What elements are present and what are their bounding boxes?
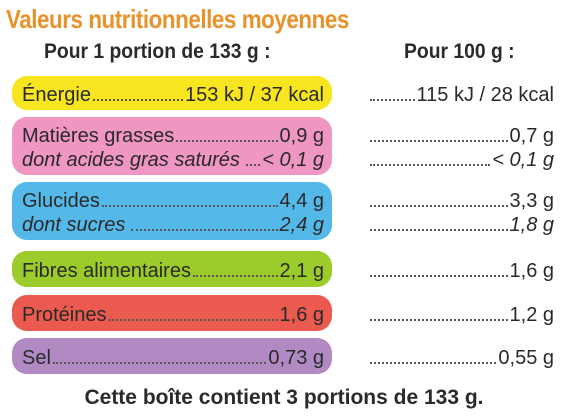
carbs-pill: Glucides 4,4 g dont sucres 2,4 g [12,182,332,240]
salt-100g-row: 0,55 g [368,344,554,368]
page-title: Valeurs nutritionnelles moyennes [6,4,349,34]
dot-leader [52,362,267,364]
dot-leader [245,164,261,166]
saturated-fat-100g-value: < 0,1 g [492,149,554,171]
energy-pill: Énergie 153 kJ / 37 kcal [12,76,332,110]
dot-leader [101,205,278,207]
dot-leader [92,99,184,101]
carbs-100g-rows: 3,3 g 1,8 g [368,187,554,235]
protein-label: Protéines [22,304,107,326]
portions-note: Cette boîte contient 3 portions de 133 g… [84,386,484,409]
fat-portion-value: 0,9 g [279,125,324,147]
dot-leader [131,229,278,231]
salt-pill: Sel 0,73 g [12,338,332,374]
fiber-label: Fibres alimentaires [22,260,191,282]
energy-label: Énergie [22,84,91,106]
protein-pill: Protéines 1,6 g [12,295,332,331]
saturated-fat-portion-value: < 0,1 g [262,149,324,171]
dot-leader [176,140,278,142]
column-header-100g: Pour 100 g : [404,40,515,63]
sugars-100g-value: 1,8 g [509,214,554,236]
dot-leader [370,140,508,142]
dot-leader [370,275,508,277]
carbs-label: Glucides [22,190,100,212]
energy-100g-row: 115 kJ / 28 kcal [368,81,554,105]
dot-leader [192,275,278,277]
fiber-100g-value: 1,6 g [509,260,554,282]
carbs-100g-value: 3,3 g [509,190,554,212]
salt-label: Sel [22,347,51,369]
sugars-portion-value: 2,4 g [279,214,324,236]
fiber-portion-value: 2,1 g [279,260,324,282]
column-header-portion: Pour 1 portion de 133 g : [44,40,271,63]
protein-100g-value: 1,2 g [509,304,554,326]
dot-leader [370,205,508,207]
fiber-100g-row: 1,6 g [368,257,554,281]
protein-portion-value: 1,6 g [279,304,324,326]
salt-100g-value: 0,55 g [498,347,554,369]
saturated-fat-label: dont acides gras saturés [22,149,240,171]
fat-100g-value: 0,7 g [509,125,554,147]
fiber-pill: Fibres alimentaires 2,1 g [12,251,332,287]
salt-portion-value: 0,73 g [268,347,324,369]
sugars-label: dont sucres [22,214,126,236]
energy-portion-value: 153 kJ / 37 kcal [185,84,324,106]
energy-100g-value: 115 kJ / 28 kcal [416,84,554,106]
fat-label: Matières grasses [22,125,175,147]
dot-leader [370,319,508,321]
dot-leader [370,229,508,231]
dot-leader [370,164,491,166]
dot-leader [370,99,415,101]
dot-leader [370,362,497,364]
fat-pill: Matières grasses 0,9 g dont acides gras … [12,117,332,175]
carbs-portion-value: 4,4 g [279,190,324,212]
fat-100g-rows: 0,7 g < 0,1 g [368,122,554,170]
dot-leader [108,319,278,321]
protein-100g-row: 1,2 g [368,301,554,325]
